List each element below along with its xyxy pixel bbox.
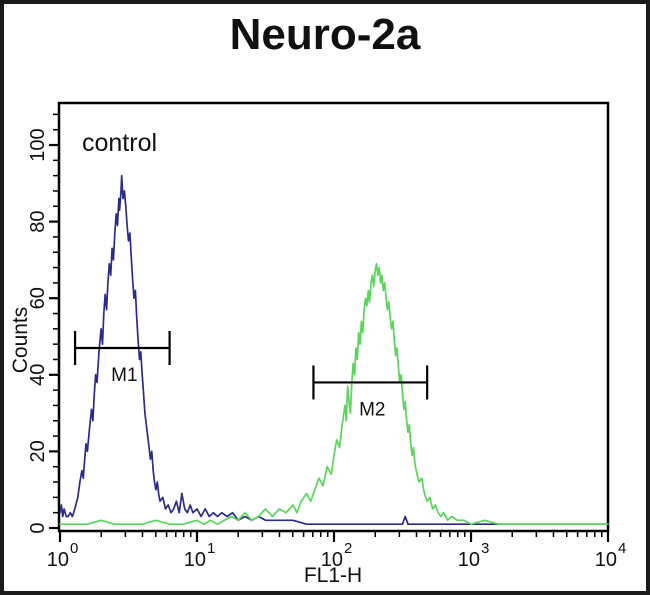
x-tick-label-base: 10	[184, 549, 206, 571]
x-tick-label-base: 10	[595, 549, 617, 571]
x-tick-label-base: 10	[458, 549, 480, 571]
histogram-curves	[59, 174, 609, 526]
x-tick-label-exponent: 4	[618, 540, 626, 557]
y-axis-ticks	[49, 113, 59, 530]
marker-gates: M1 M2	[73, 330, 429, 420]
x-axis-title: FL1-H	[304, 564, 362, 587]
x-tick-label-exponent: 3	[481, 540, 489, 557]
plot-frame	[57, 101, 610, 533]
y-tick-label: 80	[27, 210, 49, 232]
y-axis-tick-labels: 0 20 40 60 80 100	[27, 128, 49, 533]
y-tick-label: 0	[27, 522, 49, 533]
x-tick-label-exponent: 2	[344, 540, 352, 557]
x-axis-ticks	[58, 531, 610, 542]
y-tick-label: 20	[27, 440, 49, 462]
page-title: Neuro-2a	[230, 10, 421, 59]
y-tick-label: 40	[27, 364, 49, 386]
m1-gate-label: M1	[111, 365, 137, 386]
stained-curve	[59, 262, 609, 526]
x-tick-label-exponent: 1	[207, 540, 215, 557]
x-tick-label-base: 10	[321, 549, 343, 571]
y-axis-title: Counts	[9, 307, 32, 374]
control-curve	[59, 174, 609, 526]
control-annotation: control	[82, 129, 157, 157]
y-tick-label: 60	[27, 287, 49, 309]
m1-gate: M1	[73, 330, 171, 386]
x-tick-label-base: 10	[47, 549, 69, 571]
m2-gate-label: M2	[359, 399, 385, 420]
y-tick-label: 100	[27, 128, 49, 161]
x-tick-label-exponent: 0	[70, 540, 78, 557]
m2-gate: M2	[312, 365, 429, 420]
